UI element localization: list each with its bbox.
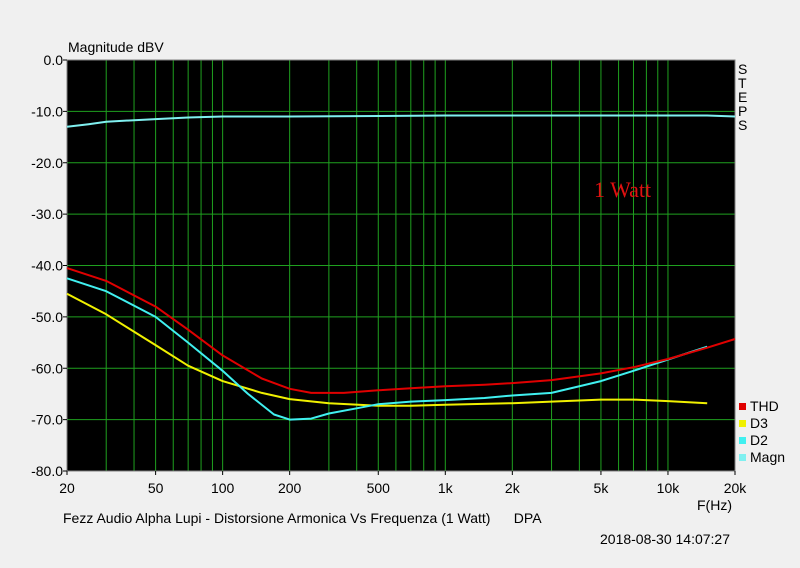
legend-swatch-d2 [739,437,746,444]
legend-label-magn: Magn [750,449,785,465]
x-tick-label: 500 [367,480,391,496]
x-axis-title: F(Hz) [697,497,732,513]
x-tick-label: 50 [148,480,164,496]
side-label-letter: S [738,117,747,133]
y-tick-label: -40.0 [31,258,63,274]
x-axis-ticks: 20 50 100 200 500 1k 2k 5k 10k 20k [59,471,747,496]
series-line-d2 [66,277,708,421]
side-label-letter: S [738,61,747,77]
series-line-thd [66,267,736,394]
side-label-letter: E [738,89,747,105]
chart-caption: Fezz Audio Alpha Lupi - Distorsione Armo… [63,510,542,526]
legend-label-d3: D3 [750,415,768,431]
legend-label-d2: D2 [750,432,768,448]
y-tick-label: -10.0 [31,103,63,119]
x-tick-label: 2k [505,480,521,496]
side-label-letter: P [738,103,747,119]
annotation: 1 Watt [594,177,651,202]
legend-swatch-magn [739,454,746,461]
legend-label-thd: THD [750,398,779,414]
series-line-d3 [66,292,708,407]
legend-swatch-thd [739,403,746,410]
y-axis-ticks: 0.0 -10.0 -20.0 -30.0 -40.0 -50.0 -60.0 -70.0 -8… [31,52,67,479]
y-tick-label: -30.0 [31,206,63,222]
y-tick-label: -20.0 [31,155,63,171]
side-label-letter: T [738,75,747,91]
x-tick-label: 200 [278,480,302,496]
x-tick-label: 20k [724,480,748,496]
y-tick-label: -60.0 [31,360,63,376]
series-layer [66,114,736,421]
y-tick-label: -50.0 [31,309,63,325]
legend-swatch-d3 [739,420,746,427]
x-tick-label: 1k [438,480,454,496]
x-tick-label: 100 [211,480,235,496]
series-line-magn [66,114,736,128]
timestamp: 2018-08-30 14:07:27 [600,531,730,547]
x-tick-label: 10k [657,480,681,496]
x-tick-label: 20 [59,480,75,496]
x-tick-label: 5k [594,480,610,496]
y-tick-label: 0.0 [44,52,64,68]
y-tick-label: -80.0 [31,463,63,479]
y-axis-title: Magnitude dBV [68,39,164,55]
y-tick-label: -70.0 [31,412,63,428]
